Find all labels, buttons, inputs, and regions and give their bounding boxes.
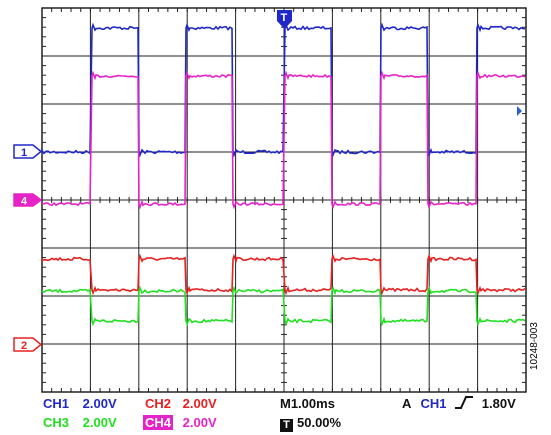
ch2-scale: 2.00V [182, 396, 217, 411]
ch2-readout: CH2 2.00V [145, 396, 217, 411]
ch3-trace [41, 285, 526, 327]
ch1-readout: CH1 2.00V [43, 396, 117, 411]
ch3-readout: CH3 2.00V [43, 415, 117, 430]
ch1-name: CH1 [43, 396, 70, 411]
ch1-scale: 2.00V [82, 396, 117, 411]
figure-id: 10248-003 [529, 322, 540, 370]
timebase-readout: M1.00ms [280, 396, 335, 411]
trigger-position-icon: T [280, 419, 293, 432]
trigger-position-readout: T 50.00% [280, 415, 341, 432]
trigger-source: CH1 [420, 396, 447, 411]
ch3-name: CH3 [43, 415, 70, 430]
ch1-ground-marker: 1 [13, 144, 43, 159]
ch2-ground-marker: 2 [13, 337, 43, 352]
trigger-mode: A [402, 396, 411, 411]
trigger-level: 1.80V [481, 396, 516, 411]
trigger-position-marker: T [277, 10, 292, 29]
svg-text:1: 1 [21, 147, 27, 159]
svg-text:T: T [281, 12, 288, 24]
rising-edge-icon [455, 396, 474, 409]
ch2-name: CH2 [145, 396, 172, 411]
ch4-readout: CH4 2.00V [143, 415, 217, 430]
ch4-name: CH4 [143, 415, 174, 430]
svg-text:2: 2 [21, 340, 27, 352]
ch4-ground-marker: 4 [13, 193, 43, 208]
ch4-trace [41, 70, 526, 210]
trigger-position-value: 50.00% [297, 415, 342, 430]
ch3-scale: 2.00V [82, 415, 117, 430]
ch2-trace [41, 253, 526, 296]
svg-text:4: 4 [21, 196, 28, 208]
trigger-level-marker [517, 106, 522, 116]
channel-markers: 1 4 2 T [13, 10, 522, 352]
trigger-readout: A CH1 1.80V [402, 396, 516, 411]
graticule [41, 7, 527, 393]
waveform-traces [41, 22, 526, 327]
ch4-scale: 2.00V [182, 415, 217, 430]
